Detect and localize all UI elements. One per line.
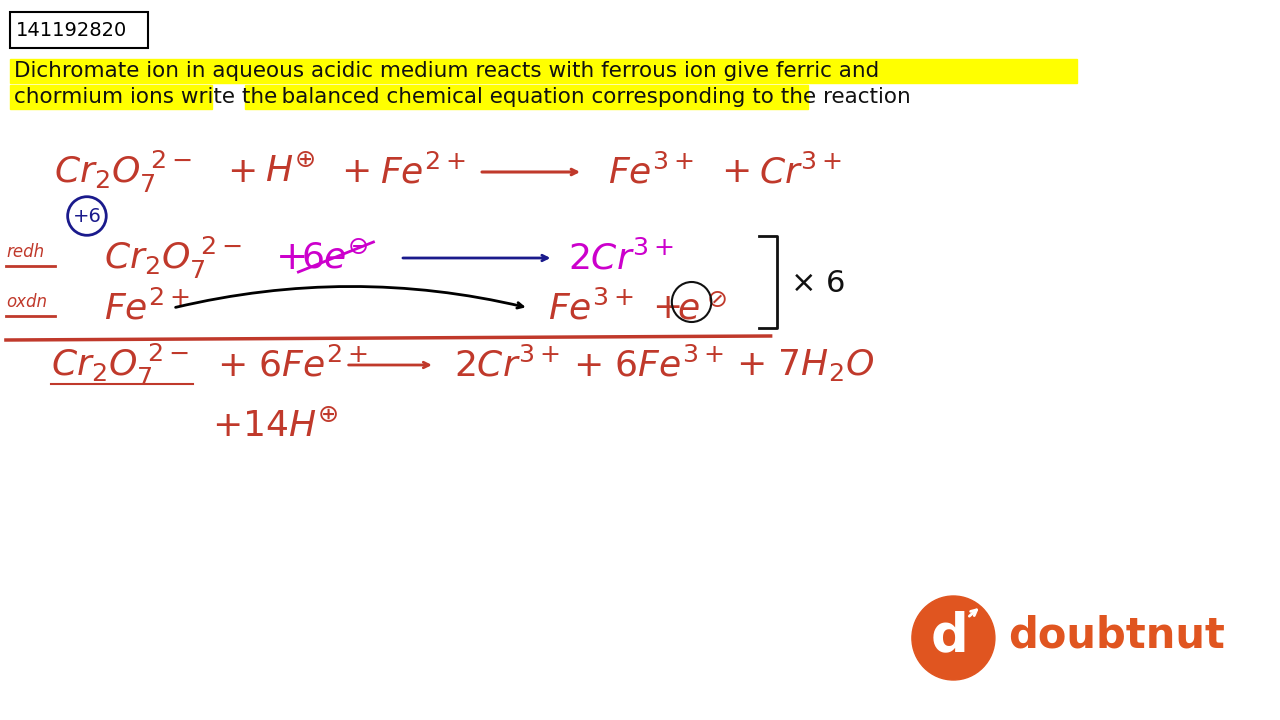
Text: d: d — [931, 610, 969, 662]
Text: $2Cr^{3+}$: $2Cr^{3+}$ — [454, 347, 561, 383]
Text: $Fe^{2+}$: $Fe^{2+}$ — [380, 154, 466, 190]
Text: $+$: $+$ — [652, 291, 681, 325]
Text: $+\ 6Fe^{3+}$: $+\ 6Fe^{3+}$ — [573, 347, 724, 383]
Text: $+$: $+$ — [340, 155, 370, 189]
Text: $\times\ 6$: $\times\ 6$ — [790, 269, 845, 297]
Text: doubtnut: doubtnut — [1007, 615, 1225, 657]
Text: $Fe^{3+}$: $Fe^{3+}$ — [548, 290, 635, 326]
Text: +6: +6 — [73, 207, 101, 225]
Circle shape — [911, 596, 995, 680]
Text: Dichromate ion in aqueous acidic medium reacts with ferrous ion give ferric and: Dichromate ion in aqueous acidic medium … — [14, 61, 879, 81]
Text: $Cr_2O_7^{\ 2-}$: $Cr_2O_7^{\ 2-}$ — [54, 149, 192, 195]
Text: $6e^{\ominus}$: $6e^{\ominus}$ — [301, 241, 369, 275]
Bar — [10, 85, 212, 109]
Bar — [10, 12, 148, 48]
Text: $+\ 6Fe^{2+}$: $+\ 6Fe^{2+}$ — [218, 347, 369, 383]
Text: redh: redh — [6, 243, 44, 261]
Text: $Cr_2O_7^{\ 2-}$: $Cr_2O_7^{\ 2-}$ — [51, 342, 189, 388]
Bar — [244, 85, 808, 109]
Text: $+$: $+$ — [275, 239, 305, 277]
Bar — [10, 59, 1076, 83]
Text: $+$: $+$ — [721, 155, 750, 189]
Text: $Cr^{3+}$: $Cr^{3+}$ — [759, 154, 842, 190]
Text: $\oslash$: $\oslash$ — [707, 288, 727, 312]
Text: $Fe^{2+}$: $Fe^{2+}$ — [104, 290, 189, 326]
Text: 141192820: 141192820 — [15, 20, 127, 40]
Text: $e$: $e$ — [677, 291, 699, 325]
Text: $+\ 7H_2O$: $+\ 7H_2O$ — [736, 347, 874, 383]
Text: $Cr_2O_7^{\ 2-}$: $Cr_2O_7^{\ 2-}$ — [104, 235, 242, 281]
Text: $+$: $+$ — [228, 155, 256, 189]
Text: $2Cr^{3+}$: $2Cr^{3+}$ — [568, 240, 675, 276]
Text: $Fe^{3+}$: $Fe^{3+}$ — [608, 154, 694, 190]
Text: $H^{\oplus}$: $H^{\oplus}$ — [265, 155, 315, 189]
Text: oxdn: oxdn — [6, 293, 47, 311]
Text: $+14H^{\oplus}$: $+14H^{\oplus}$ — [212, 410, 339, 444]
Text: chormium ions write the balanced chemical equation corresponding to the reaction: chormium ions write the balanced chemica… — [14, 87, 910, 107]
